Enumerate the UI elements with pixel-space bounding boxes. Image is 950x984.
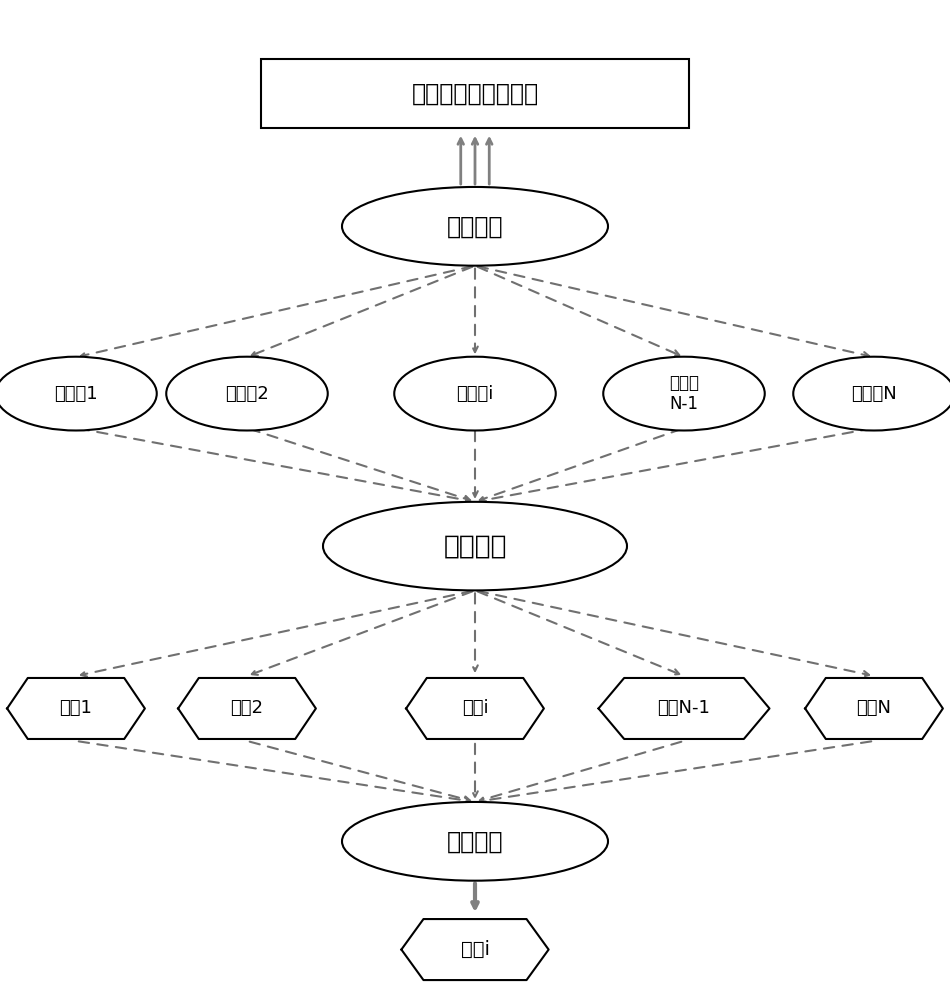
Text: 多目标路径选择问题: 多目标路径选择问题 (411, 82, 539, 105)
Ellipse shape (323, 502, 627, 590)
Text: 路径i: 路径i (462, 700, 488, 717)
Text: 路径N-1: 路径N-1 (657, 700, 711, 717)
Ellipse shape (603, 356, 765, 430)
Text: 路径1: 路径1 (60, 700, 92, 717)
Text: 用户选择: 用户选择 (446, 830, 504, 853)
Text: 路径2: 路径2 (231, 700, 263, 717)
Text: 子问题
N-1: 子问题 N-1 (669, 374, 699, 413)
FancyBboxPatch shape (261, 59, 689, 128)
Ellipse shape (342, 802, 608, 881)
Ellipse shape (342, 187, 608, 266)
Text: 子问题N: 子问题N (851, 385, 897, 402)
Text: 子问题1: 子问题1 (54, 385, 98, 402)
Ellipse shape (0, 356, 157, 430)
Text: 子问题i: 子问题i (456, 385, 494, 402)
Text: 路径N: 路径N (857, 700, 891, 717)
Text: 协同进化: 协同进化 (444, 533, 506, 559)
Ellipse shape (793, 356, 950, 430)
Polygon shape (598, 678, 770, 739)
Ellipse shape (394, 356, 556, 430)
Text: 子问题2: 子问题2 (225, 385, 269, 402)
Polygon shape (401, 919, 549, 980)
Ellipse shape (166, 356, 328, 430)
Polygon shape (806, 678, 942, 739)
Text: 路径i: 路径i (461, 940, 489, 959)
Polygon shape (8, 678, 144, 739)
Polygon shape (407, 678, 543, 739)
Text: 分解转换: 分解转换 (446, 215, 504, 238)
Polygon shape (179, 678, 315, 739)
